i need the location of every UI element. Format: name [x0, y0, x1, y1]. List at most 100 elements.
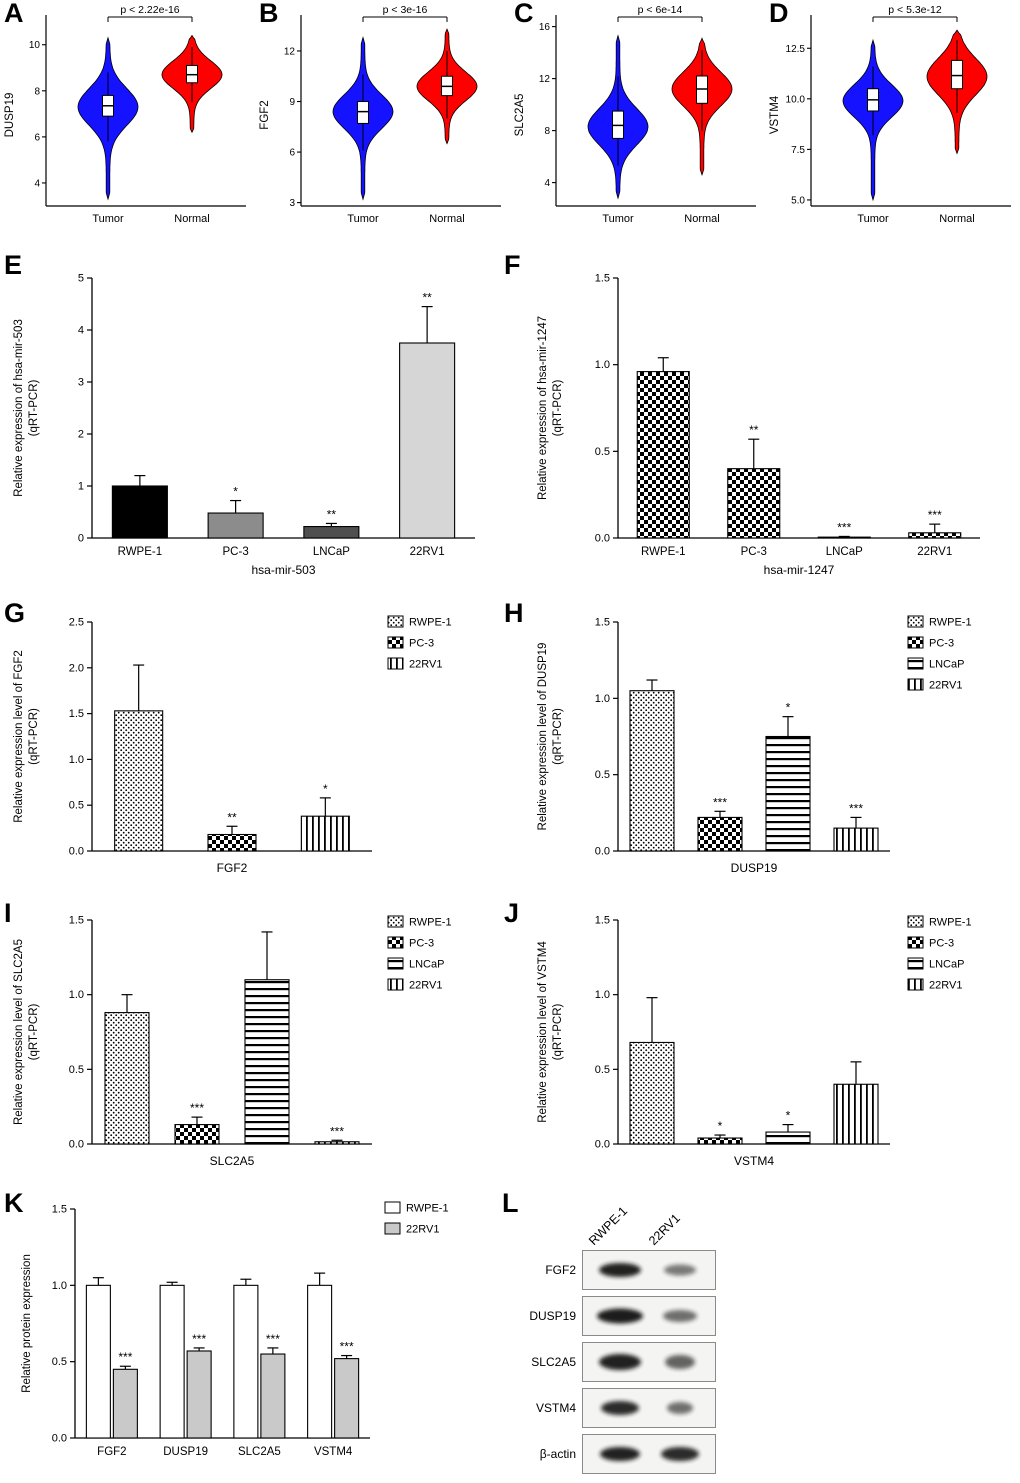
svg-text:RWPE-1: RWPE-1	[409, 617, 452, 629]
panel-b: B 3 6 9 12 FGF2 p < 3e-16 Tumor Normal	[255, 0, 510, 245]
svg-text:*: *	[786, 701, 791, 715]
svg-text:SLC2A5: SLC2A5	[238, 1446, 281, 1458]
svg-text:0.0: 0.0	[595, 533, 610, 545]
svg-text:8: 8	[544, 126, 550, 137]
svg-text:***: ***	[266, 1332, 280, 1346]
panel-d: D 5.0 7.5 10.0 12.5 VSTM4 p < 5.3e-12 Tumor Nor…	[765, 0, 1020, 245]
svg-text:**: **	[227, 810, 237, 824]
svg-text:22RV1: 22RV1	[409, 659, 442, 671]
panel-a: A 4 6 8 10 DUSP19 p < 2.22e-16 Tumor Normal	[0, 0, 255, 245]
panel-h: H 0.0 0.5 1.0 1.5 Relative expression level …	[500, 600, 1020, 898]
svg-text:8: 8	[34, 86, 40, 97]
svg-text:6: 6	[289, 148, 295, 159]
svg-text:4: 4	[78, 325, 84, 337]
svg-text:RWPE-1: RWPE-1	[929, 617, 972, 629]
svg-text:0.5: 0.5	[595, 1064, 610, 1076]
svg-text:1.5: 1.5	[595, 915, 610, 927]
svg-text:PC-3: PC-3	[409, 638, 434, 650]
svg-text:0.0: 0.0	[69, 846, 84, 858]
svg-text:Tumor: Tumor	[92, 213, 124, 225]
panel-d-label: D	[769, 0, 789, 28]
svg-text:0.0: 0.0	[595, 1139, 610, 1151]
bar-chart-mir503: 0 1 2 3 4 5 Relative expression of hsa-mir-503…	[0, 256, 500, 598]
svg-text:SLC2A5: SLC2A5	[514, 94, 526, 137]
svg-text:22RV1: 22RV1	[929, 680, 962, 692]
svg-text:0.5: 0.5	[52, 1356, 67, 1368]
svg-text:0.5: 0.5	[69, 800, 84, 812]
svg-text:LNCaP: LNCaP	[929, 959, 964, 971]
blot-row: SLC2A5	[508, 1342, 828, 1382]
svg-text:9: 9	[289, 97, 295, 108]
svg-text:***: ***	[928, 508, 942, 522]
svg-text:2.0: 2.0	[69, 662, 84, 674]
svg-text:1.5: 1.5	[52, 1204, 67, 1216]
svg-text:22RV1: 22RV1	[929, 980, 962, 992]
svg-text:DUSP19: DUSP19	[163, 1446, 208, 1458]
svg-text:1.0: 1.0	[69, 989, 84, 1001]
svg-text:***: ***	[849, 801, 863, 815]
svg-text:10: 10	[29, 40, 41, 51]
svg-text:DUSP19: DUSP19	[4, 93, 16, 138]
svg-text:***: ***	[330, 1124, 344, 1138]
svg-text:0: 0	[78, 533, 84, 545]
svg-text:LNCaP: LNCaP	[826, 546, 863, 558]
svg-text:PC-3: PC-3	[741, 546, 767, 558]
svg-text:1: 1	[78, 481, 84, 493]
panel-j: J 0.0 0.5 1.0 1.5 Relative expression level …	[500, 900, 1020, 1190]
svg-text:1.5: 1.5	[69, 915, 84, 927]
svg-text:PC-3: PC-3	[929, 938, 954, 950]
panel-f: F 0.0 0.5 1.0 1.5 Relative expression of hsa…	[500, 252, 1020, 598]
svg-text:1.0: 1.0	[595, 989, 610, 1001]
violin-chart-fgf2: 3 6 9 12 FGF2 p < 3e-16 Tumor Normal	[255, 0, 510, 245]
panel-g-label: G	[4, 598, 26, 628]
svg-text:VSTM4: VSTM4	[769, 95, 781, 134]
svg-text:4: 4	[34, 178, 40, 189]
svg-text:(qRT-PCR): (qRT-PCR)	[552, 1004, 564, 1061]
svg-text:SLC2A5: SLC2A5	[210, 1154, 255, 1168]
svg-text:22RV1: 22RV1	[409, 980, 442, 992]
panel-j-label: J	[504, 898, 520, 928]
svg-text:1.0: 1.0	[52, 1280, 67, 1292]
svg-text:1.5: 1.5	[69, 708, 84, 720]
svg-text:22RV1: 22RV1	[917, 546, 952, 558]
svg-text:Normal: Normal	[429, 213, 464, 225]
svg-text:*: *	[718, 1119, 723, 1133]
svg-text:hsa-mir-503: hsa-mir-503	[251, 563, 315, 577]
svg-text:0.5: 0.5	[69, 1064, 84, 1076]
blot-row-label: DUSP19	[529, 1309, 576, 1323]
bar-chart-fgf2: 0.0 0.5 1.0 1.5 2.0 2.5 Relative expression le…	[0, 604, 500, 898]
svg-text:0.0: 0.0	[69, 1139, 84, 1151]
svg-text:4: 4	[544, 178, 550, 189]
svg-text:0.5: 0.5	[595, 769, 610, 781]
svg-text:22RV1: 22RV1	[410, 546, 445, 558]
svg-text:FGF2: FGF2	[217, 861, 248, 875]
svg-text:Tumor: Tumor	[857, 213, 889, 225]
svg-text:12.5: 12.5	[786, 44, 806, 55]
svg-text:*: *	[323, 782, 328, 796]
svg-text:(qRT-PCR): (qRT-PCR)	[552, 708, 564, 765]
svg-text:(qRT-PCR): (qRT-PCR)	[28, 1004, 40, 1061]
svg-text:Normal: Normal	[174, 213, 209, 225]
panel-i-label: I	[4, 898, 12, 928]
svg-text:(qRT-PCR): (qRT-PCR)	[28, 380, 40, 437]
svg-text:**: **	[327, 507, 337, 521]
svg-text:0.5: 0.5	[595, 446, 610, 458]
bar-chart-slc2a5: 0.0 0.5 1.0 1.5 Relative expression level of…	[0, 904, 500, 1190]
svg-text:Relative protein expression: Relative protein expression	[21, 1254, 33, 1393]
panel-k: K 0.0 0.5 1.0 1.5 Relative protein expressio…	[0, 1190, 495, 1483]
svg-text:p < 3e-16: p < 3e-16	[383, 4, 428, 16]
violin-chart-slc2a5: 4 8 12 16 SLC2A5 p < 6e-14 Tumor Normal	[510, 0, 765, 245]
svg-text:DUSP19: DUSP19	[731, 861, 778, 875]
western-blot: RWPE-1 22RV1 FGF2 DUSP19 SLC2A5 VSTM4 β-actin	[508, 1196, 828, 1483]
panel-a-label: A	[4, 0, 24, 28]
bar-chart-vstm4: 0.0 0.5 1.0 1.5 Relative expression level of…	[500, 904, 1020, 1190]
violin-chart-vstm4: 5.0 7.5 10.0 12.5 VSTM4 p < 5.3e-12 Tumor Norma…	[765, 0, 1020, 245]
blot-row-label: FGF2	[545, 1263, 576, 1277]
svg-text:6: 6	[34, 132, 40, 143]
bar-chart-mir1247: 0.0 0.5 1.0 1.5 Relative expression of hsa-m…	[500, 256, 1020, 598]
blot-column-labels: RWPE-1 22RV1	[580, 1196, 828, 1250]
blot-row: β-actin	[508, 1434, 828, 1474]
svg-text:Relative expression level of: Relative expression level of DUSP19	[537, 643, 549, 831]
bar-chart-dusp19: 0.0 0.5 1.0 1.5 Relative expression level of…	[500, 604, 1020, 898]
